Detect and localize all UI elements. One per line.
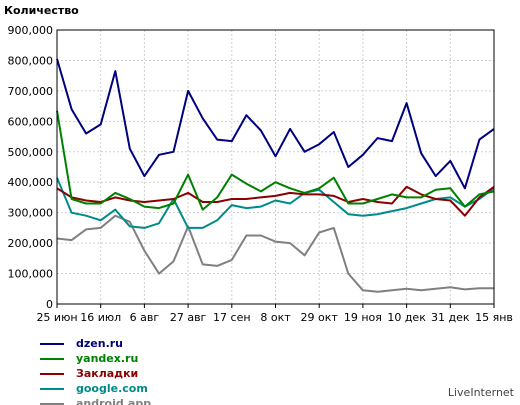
y-tick-label: 500,000 [8, 146, 54, 159]
legend-label: yandex.ru [76, 352, 139, 365]
y-tick-label: 900,000 [8, 24, 54, 37]
y-tick-label: 400,000 [8, 176, 54, 189]
y-tick-label: 100,000 [8, 268, 54, 281]
x-tick-labels: 25 июн 16 июл 6 авг 27 авг 17 сен 8 окт 29 окт… [36, 311, 512, 324]
grid-horizontal [57, 59, 494, 275]
x-tick-label: 27 авг [170, 311, 207, 324]
legend-swatch [40, 357, 64, 360]
y-tick-label: 0 [46, 298, 53, 311]
series-line-android-app [56, 214, 494, 293]
series-line-yandex-ru [56, 110, 495, 211]
legend-label: Закладки [76, 367, 139, 380]
legend: dzen.ru yandex.ru Закладки google.com androi… [40, 336, 151, 405]
y-tick-label: 700,000 [8, 85, 54, 98]
y-tick-label: 800,000 [8, 54, 54, 67]
plot-border [56, 29, 495, 305]
legend-swatch [40, 402, 64, 405]
legend-item: android.app [40, 396, 151, 405]
legend-swatch [40, 387, 64, 390]
series-line-dzen-ru [56, 58, 495, 190]
x-tick-label: 17 сен [213, 311, 251, 324]
x-tick-label: 16 июл [80, 311, 121, 324]
grid-vertical [56, 30, 495, 308]
legend-item: dzen.ru [40, 336, 151, 351]
x-tick-label: 8 окт [260, 311, 291, 324]
legend-label: dzen.ru [76, 337, 124, 350]
legend-label: google.com [76, 382, 148, 395]
legend-item: google.com [40, 381, 151, 396]
legend-item: yandex.ru [40, 351, 151, 366]
series-lines [56, 58, 495, 293]
x-tick-label: 25 июн [36, 311, 77, 324]
x-tick-label: 31 дек [431, 311, 470, 324]
y-tick-labels: 0 100,000 200,000 300,000 400,000 500,000 600,… [8, 24, 54, 311]
y-axis-title: Количество [4, 4, 79, 17]
legend-label: android.app [76, 397, 152, 405]
series-line-google-com [56, 177, 495, 229]
credit-label: LiveInternet [447, 386, 514, 399]
x-tick-label: 15 янв [475, 311, 513, 324]
x-tick-label: 29 окт [301, 311, 339, 324]
y-tick-label: 300,000 [8, 207, 54, 220]
legend-swatch [40, 372, 64, 375]
x-tick-label: 19 ноя [344, 311, 382, 324]
y-tick-label: 600,000 [8, 115, 54, 128]
series-line-- [56, 185, 495, 217]
legend-swatch [40, 342, 64, 345]
x-tick-label: 10 дек [387, 311, 426, 324]
y-tick-label: 200,000 [8, 237, 54, 250]
legend-item: Закладки [40, 366, 151, 381]
x-tick-label: 6 авг [130, 311, 160, 324]
